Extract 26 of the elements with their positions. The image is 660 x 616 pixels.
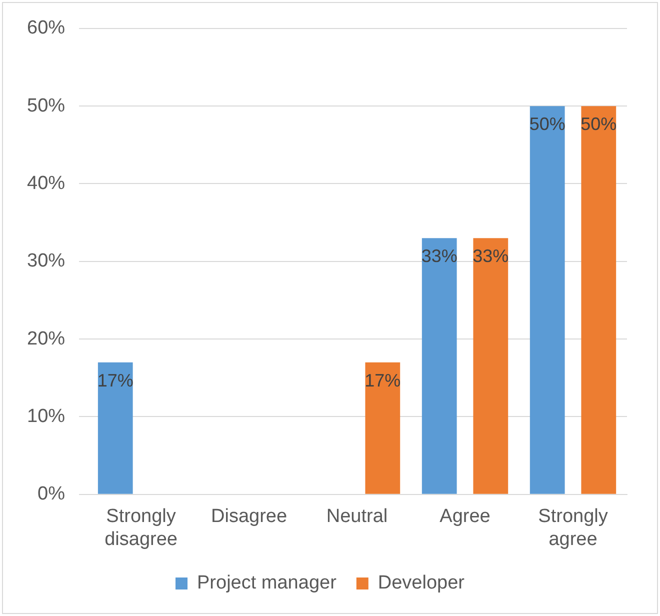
bar	[98, 362, 133, 494]
data-label: 50%	[580, 114, 617, 134]
data-label: 33%	[421, 246, 458, 266]
x-tick-label: Disagree	[210, 506, 288, 528]
y-tick-label: 0%	[38, 484, 66, 505]
data-label: 50%	[529, 114, 566, 134]
y-tick-label: 50%	[26, 95, 66, 116]
legend-label: Developer	[378, 572, 466, 594]
x-tick-label: Strongly agree	[538, 506, 608, 550]
y-tick-label: 40%	[26, 172, 66, 194]
legend-label: Project manager	[196, 572, 338, 594]
bar	[530, 106, 565, 494]
bar	[422, 238, 457, 494]
x-tick-label: Strongly disagree	[104, 506, 178, 550]
data-label: 17%	[97, 370, 134, 390]
data-label: 33%	[472, 246, 509, 266]
x-tick-label: Neutral	[326, 506, 388, 528]
bar	[365, 362, 400, 494]
y-tick-label: 10%	[26, 406, 66, 427]
y-tick-label: 20%	[26, 328, 66, 350]
bar	[473, 238, 508, 494]
x-tick-label: Agree	[440, 506, 490, 528]
bar	[581, 106, 616, 494]
y-tick-label: 60%	[26, 18, 66, 39]
y-tick-label: 30%	[26, 250, 66, 272]
data-label: 17%	[364, 370, 401, 390]
